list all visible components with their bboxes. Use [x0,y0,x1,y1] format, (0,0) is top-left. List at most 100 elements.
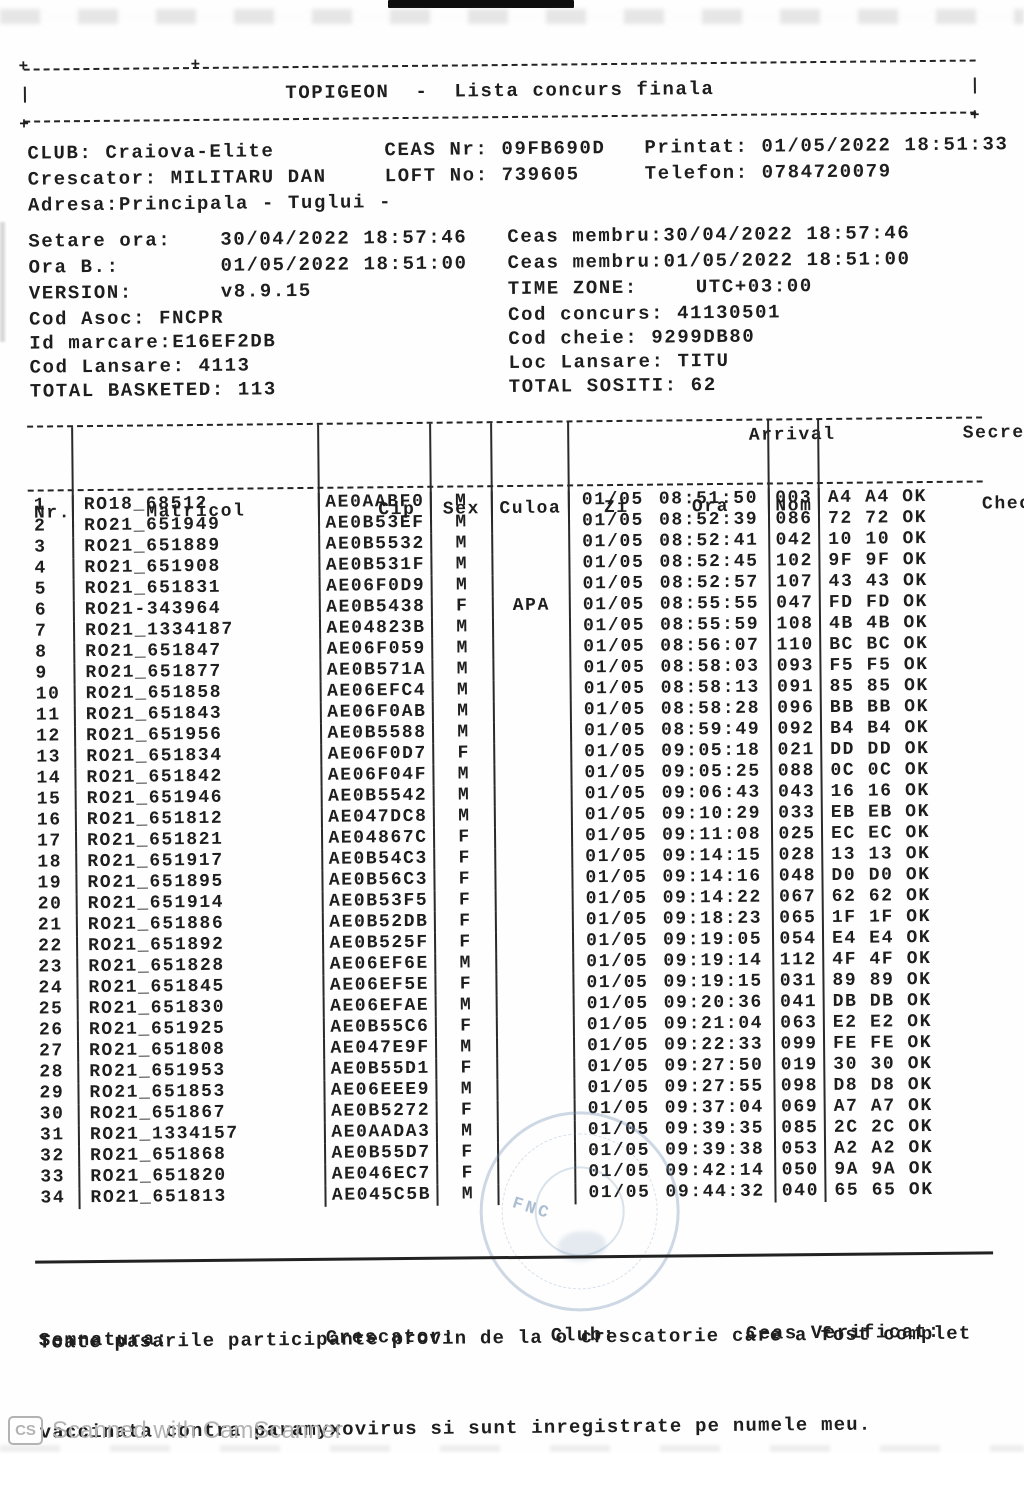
cell-culoa [493,784,571,807]
cell-nom: 085 [773,1118,824,1140]
cell-nom: 025 [770,824,822,846]
cell-secret: FD FD OK [818,591,984,615]
cell-nr: 3 [34,537,47,558]
cell-nr: 13 [36,747,62,768]
cell-nom: 093 [769,656,820,678]
cell-sex: F [435,1100,497,1122]
cell-cip: AE0B5588 [319,722,433,745]
cell-matricol: RO21_651892 [75,933,323,958]
cell-nr: 18 [37,852,63,873]
cell-arrival: 01/05 08:52:57 [568,572,769,596]
cell-nr: 19 [37,873,63,894]
cell-sex: F [433,911,495,933]
cell-arrival-ora: 09:44:32 [665,1181,765,1203]
cell-nr: 17 [36,831,62,852]
cell-sex: M [431,701,493,723]
cell-arrival-ora: 08:59:49 [660,719,761,741]
cell-nom: 088 [770,761,821,783]
cell-arrival: 01/05 09:18:23 [571,908,772,932]
cell-arrival: 01/05 09:44:32 [574,1181,775,1205]
cell-nom: 043 [770,782,821,804]
cell-arrival-ora: 09:27:50 [664,1055,764,1077]
cell-arrival: 01/05 08:52:45 [568,551,769,575]
cell-nr: 30 [39,1104,65,1125]
cell-sex: F [430,596,492,618]
cell-cip: AE06F059 [319,638,432,661]
cell-sex: F [433,848,495,870]
cell-nom: 069 [773,1097,824,1119]
cell-arrival: 01/05 08:55:55 [568,593,769,617]
total-basketed: TOTAL BASKETED: 113 [29,378,277,403]
cell-matricol: RO21_651813 [78,1185,325,1210]
cell-nom: 033 [770,803,821,825]
cell-culoa [495,994,573,1017]
ora-b-value: 01/05/2022 18:51:00 [220,252,468,277]
cell-cip: AE0B55C6 [322,1016,435,1039]
cell-secret: EC EC OK [820,822,987,846]
cell-secret: A7 A7 OK [823,1095,989,1119]
codes-block: Cod Asoc: FNCPR Cod concurs: 41130501 Id… [29,298,985,403]
cell-matricol: RO21_651831 [72,576,319,601]
cell-arrival: 01/05 08:59:49 [569,719,771,743]
cell-arrival: 01/05 09:42:14 [574,1160,775,1184]
version-label: VERSION: [28,281,133,305]
cell-matricol: RO21_651953 [77,1059,324,1084]
cell-secret: 9F 9F OK [818,549,984,573]
ceas-membru-2: Ceas membru:01/05/2022 18:51:00 [507,248,911,275]
cell-nr: 11 [35,705,61,726]
cell-nr: 10 [35,684,61,705]
cell-arrival-ora: 09:10:29 [661,803,762,825]
cell-culoa [495,973,573,996]
cell-secret: BC BC OK [819,633,985,657]
ora-b-label: Ora B.: [28,255,120,279]
cell-arrival-zi: 01/05 [584,783,647,805]
cell-cip: AE06EF5E [322,974,435,997]
cell-arrival-ora: 09:05:25 [661,761,761,783]
cell-culoa [494,889,572,912]
cell-cip: AE06EF6E [322,953,435,976]
ceas-nr-value: CEAS Nr: 09FB690D [384,137,606,162]
cell-cip: AE0B56C3 [321,869,434,892]
cell-cip: AE0B531F [318,554,431,577]
cell-nom: 063 [772,1013,823,1035]
cell-culoa [497,1162,575,1185]
cell-nom: 031 [772,971,823,993]
cell-arrival-ora: 09:37:04 [664,1097,765,1119]
cell-cip: AE047DC8 [320,806,433,829]
cell-arrival-ora: 08:58:03 [660,656,760,678]
ceas-membru-1: Ceas membru:30/04/2022 18:57:46 [507,222,911,249]
cell-culoa [494,910,572,933]
cell-culoa [494,931,573,954]
cell-arrival: 01/05 09:14:15 [571,845,772,869]
loft-no-value: LOFT No: 739605 [384,163,580,188]
cell-arrival: 01/05 09:27:50 [573,1055,774,1079]
cell-cip: AE0B5438 [318,596,431,619]
cell-arrival-zi: 01/05 [585,909,648,931]
cell-sex: F [436,1163,498,1185]
cell-nom: 040 [774,1181,825,1203]
cell-arrival-zi: 01/05 [586,951,649,973]
box-corner: + [190,55,202,75]
cell-cip: AE046EC7 [324,1163,437,1186]
header-matricol: Matricol [71,424,319,528]
cell-nr: 12 [35,726,61,747]
cell-cip: AE06EFAE [322,995,435,1018]
cell-nr: 8 [35,642,48,663]
cell-matricol: RO21_651914 [75,891,322,916]
cell-cip: AE045C5B [324,1184,437,1207]
cell-nr: 15 [36,789,62,810]
cell-arrival-ora: 09:14:15 [662,845,762,867]
cell-secret: D8 D8 OK [823,1074,989,1098]
cell-secret: FE FE OK [822,1032,989,1056]
cell-culoa [495,952,573,975]
cell-nom: 091 [769,677,820,699]
cell-sex: F [435,1142,498,1164]
cell-matricol: RO21_651858 [73,681,320,706]
cell-cip: AE0B571A [319,659,432,682]
cell-matricol: RO21_651842 [74,765,321,790]
cell-arrival-zi: 01/05 [584,804,647,826]
cell-matricol: RO21_651830 [76,996,323,1021]
cell-sex: M [434,953,496,975]
scan-artifact-bottom-ghost [0,1445,1024,1452]
header-zi-label: Zi [603,497,629,519]
